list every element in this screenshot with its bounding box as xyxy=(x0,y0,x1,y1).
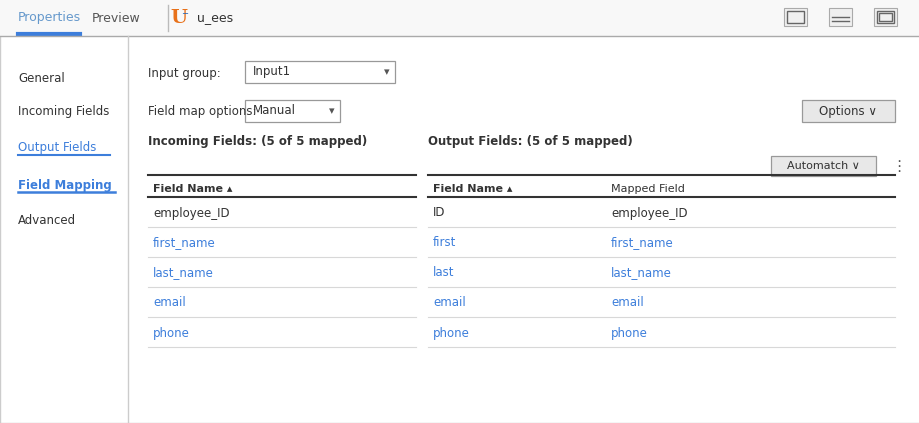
Text: Manual: Manual xyxy=(253,104,296,118)
Bar xyxy=(828,8,851,26)
Text: ▾: ▾ xyxy=(384,67,390,77)
Text: Incoming Fields: Incoming Fields xyxy=(18,105,109,118)
Text: U: U xyxy=(170,9,187,27)
Text: email: email xyxy=(433,297,465,310)
Text: ▾: ▾ xyxy=(329,106,335,116)
Text: employee_ID: employee_ID xyxy=(610,206,686,220)
Text: employee_ID: employee_ID xyxy=(153,206,230,220)
Text: Mapped Field: Mapped Field xyxy=(610,184,684,194)
Text: Output Fields: Output Fields xyxy=(18,142,96,154)
Text: first_name: first_name xyxy=(610,236,673,250)
Bar xyxy=(770,156,875,176)
Text: last_name: last_name xyxy=(153,266,213,280)
Text: ─: ─ xyxy=(182,8,187,17)
Text: Preview: Preview xyxy=(92,11,141,25)
Text: last: last xyxy=(433,266,454,280)
Text: ⋮: ⋮ xyxy=(891,159,905,175)
Bar xyxy=(244,100,340,122)
Text: Options ∨: Options ∨ xyxy=(819,104,877,118)
Bar xyxy=(0,0,919,36)
Bar xyxy=(244,61,394,83)
Text: phone: phone xyxy=(433,327,470,340)
Text: phone: phone xyxy=(153,327,189,340)
Text: email: email xyxy=(153,297,186,310)
Bar xyxy=(801,100,894,122)
Bar xyxy=(878,13,891,21)
Text: General: General xyxy=(18,71,64,85)
Text: first: first xyxy=(433,236,456,250)
Text: Incoming Fields: (5 of 5 mapped): Incoming Fields: (5 of 5 mapped) xyxy=(148,135,367,148)
Bar xyxy=(876,11,893,23)
Text: Field Mapping: Field Mapping xyxy=(18,179,111,192)
Text: last_name: last_name xyxy=(610,266,671,280)
Bar xyxy=(873,8,896,26)
Text: Field Name ▴: Field Name ▴ xyxy=(433,184,512,194)
Text: Advanced: Advanced xyxy=(18,214,76,226)
Text: u_ees: u_ees xyxy=(197,11,233,25)
Text: Input group:: Input group: xyxy=(148,66,221,80)
Text: Input1: Input1 xyxy=(253,66,290,79)
Bar xyxy=(786,11,803,23)
Text: Field map options:: Field map options: xyxy=(148,105,256,118)
Text: Automatch ∨: Automatch ∨ xyxy=(787,161,859,171)
Text: Output Fields: (5 of 5 mapped): Output Fields: (5 of 5 mapped) xyxy=(427,135,632,148)
Text: Properties: Properties xyxy=(18,11,81,25)
Text: email: email xyxy=(610,297,643,310)
Bar xyxy=(783,8,806,26)
Text: phone: phone xyxy=(610,327,647,340)
Text: ID: ID xyxy=(433,206,445,220)
Text: Field Name ▴: Field Name ▴ xyxy=(153,184,233,194)
Text: first_name: first_name xyxy=(153,236,216,250)
